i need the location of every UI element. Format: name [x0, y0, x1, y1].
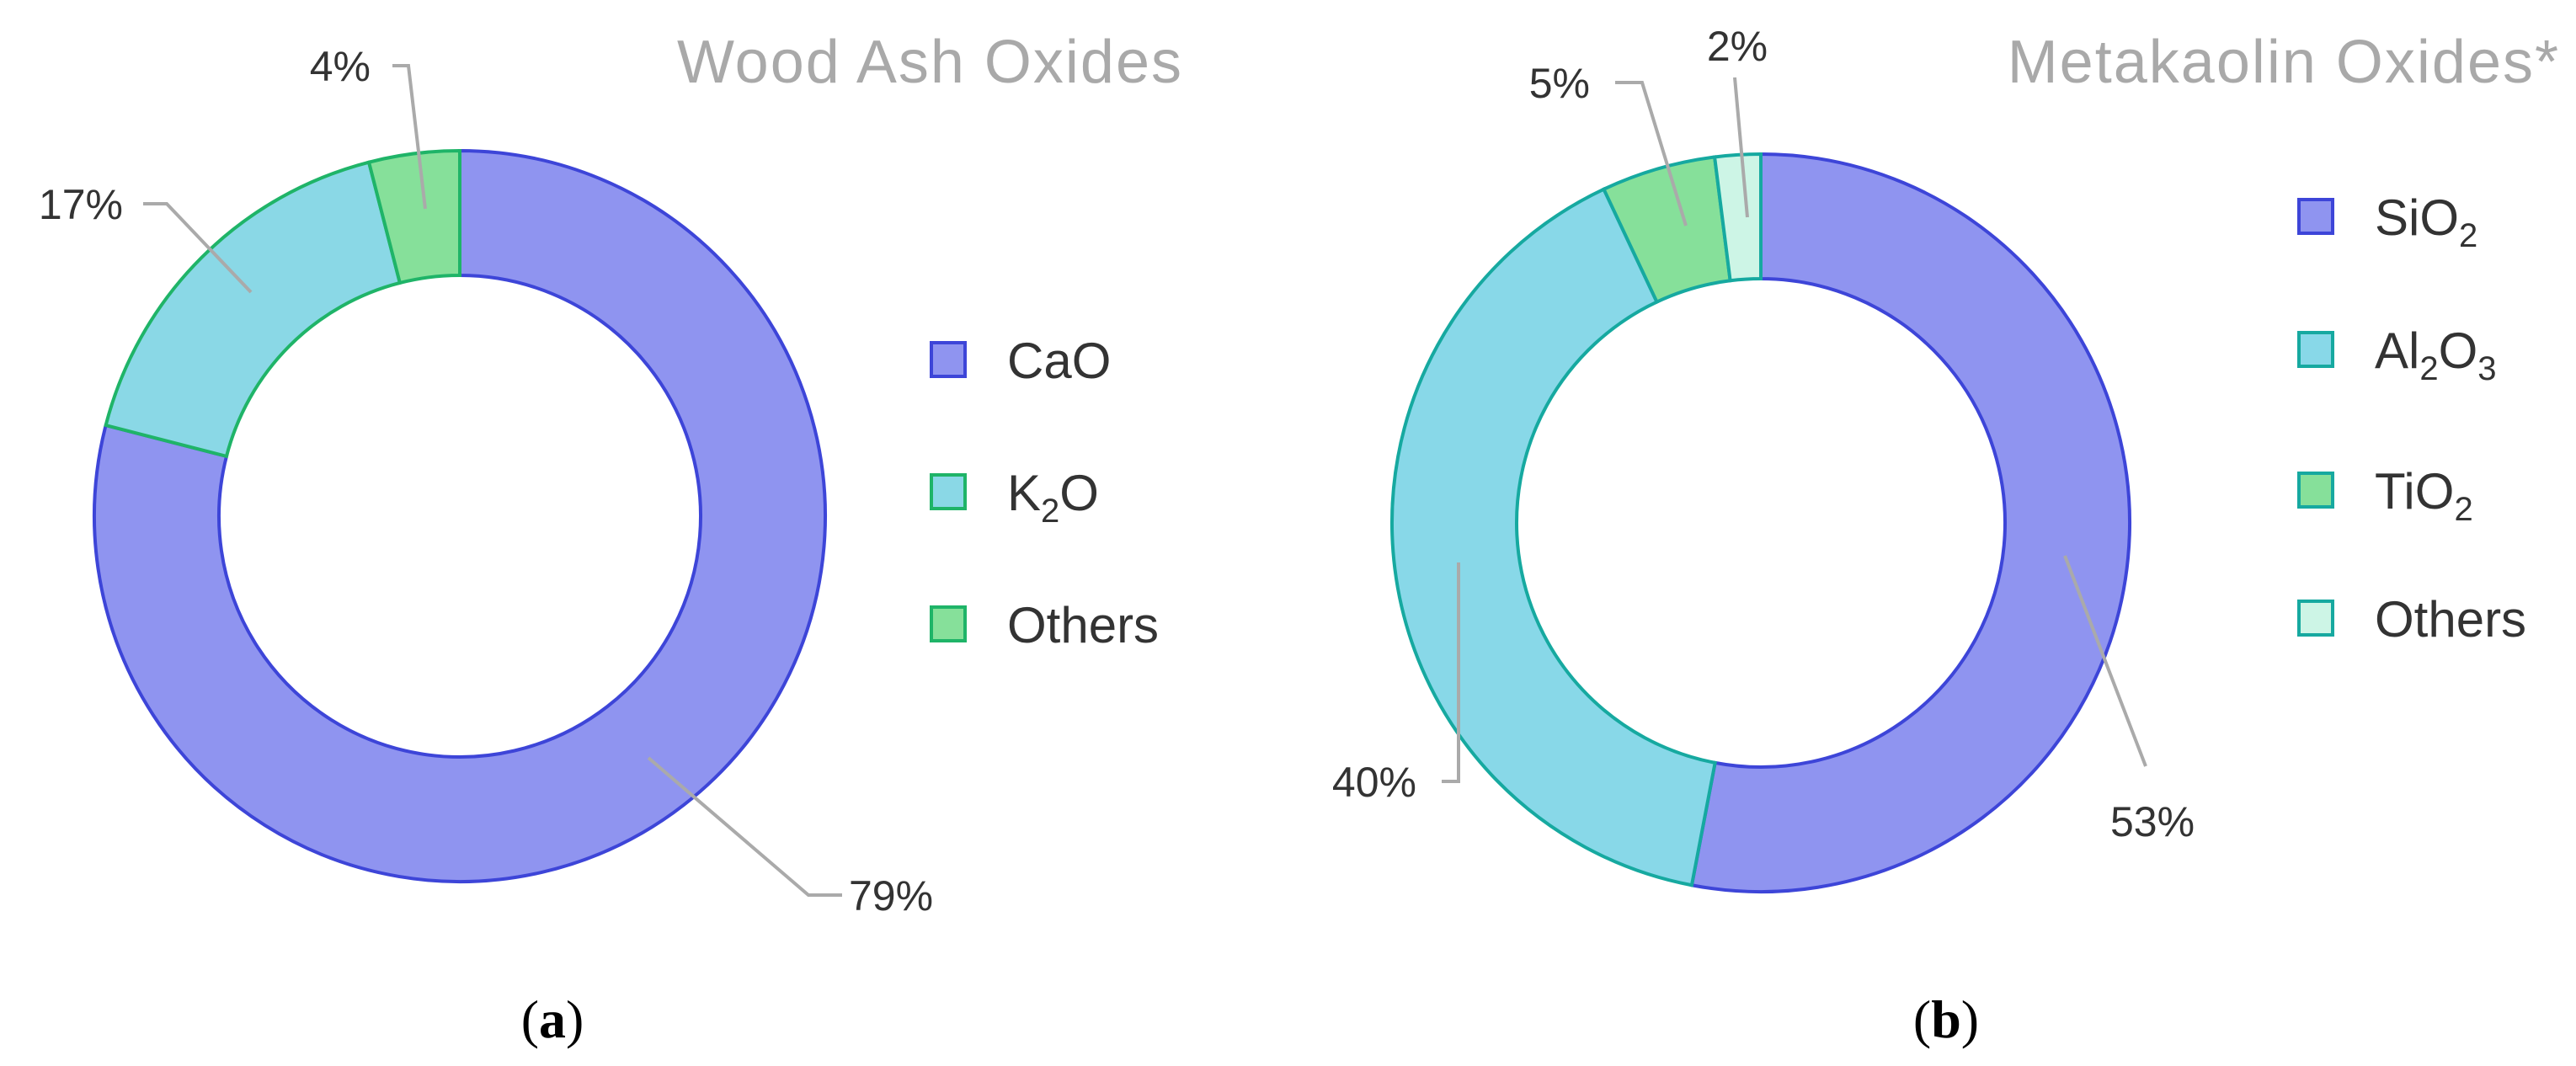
data-label: 2% [1707, 23, 1768, 70]
leader-line [392, 64, 427, 210]
donut-slice-others [366, 148, 461, 285]
caption-a: (a) [521, 989, 584, 1049]
legend-label: K2O [1007, 465, 1099, 530]
legend-swatch [930, 341, 967, 378]
legend-swatch [2297, 331, 2334, 368]
legend-label: CaO [1007, 333, 1111, 389]
donut-slice-al2o3 [1390, 187, 1717, 887]
legend-swatch [2297, 472, 2334, 509]
data-label: 4% [310, 43, 371, 90]
chart-title: Metakaolin Oxides* [2008, 29, 2560, 96]
wood-ash-chart: Wood Ash Oxides 79% 17% 4% CaO K2O Others (a… [39, 29, 1183, 1049]
data-label: 5% [1529, 60, 1590, 107]
caption-b: (b) [1913, 989, 1979, 1049]
chart-title: Wood Ash Oxides [677, 29, 1183, 96]
legend-swatch [2297, 198, 2334, 235]
data-label: 40% [1332, 759, 1416, 806]
leader-line [1615, 81, 1688, 227]
donut-slice-sio2 [1689, 152, 2131, 893]
leader-line [647, 756, 842, 897]
legend-b: SiO2 Al2O3 TiO2 Others [2297, 189, 2526, 648]
legend-swatch [930, 473, 967, 510]
donut-slice-others [1712, 152, 1763, 283]
data-labels-b: 53% 40% 5% 2% [1332, 23, 2195, 845]
legend-a: CaO K2O Others [930, 333, 1159, 653]
donut-b [1390, 152, 2131, 893]
donut-slice-cao [93, 148, 827, 883]
data-label: 17% [39, 181, 123, 228]
donut-slice-k2o [104, 160, 403, 459]
legend-label: Others [1007, 597, 1159, 653]
metakaolin-chart: Metakaolin Oxides* 53% 40% 5% 2% SiO2 Al2O3 T… [1332, 23, 2560, 1049]
legend-swatch [2297, 600, 2334, 637]
legend-label: TiO2 [2375, 463, 2473, 528]
data-label: 79% [849, 872, 933, 919]
legend-label: Al2O3 [2375, 322, 2497, 387]
legend-label: SiO2 [2375, 189, 2477, 254]
leader-line [2063, 555, 2147, 767]
leader-line [1733, 77, 1749, 218]
data-labels-a: 79% 17% 4% [39, 43, 933, 919]
legend-swatch [930, 605, 967, 642]
legend-label: Others [2375, 591, 2526, 648]
leader-line [1442, 562, 1460, 783]
leader-line [143, 202, 253, 294]
donut-a [93, 148, 827, 883]
data-label: 53% [2110, 798, 2195, 845]
